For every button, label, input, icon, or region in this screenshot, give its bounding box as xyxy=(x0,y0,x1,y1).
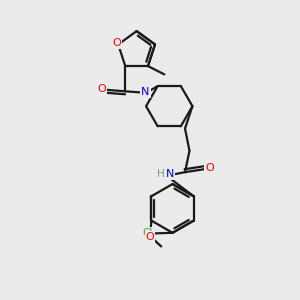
Text: O: O xyxy=(112,38,121,48)
Text: O: O xyxy=(97,84,106,94)
Text: H: H xyxy=(158,169,165,179)
Text: N: N xyxy=(141,87,150,97)
Text: O: O xyxy=(205,163,214,173)
Text: N: N xyxy=(166,169,174,179)
Text: O: O xyxy=(146,232,154,242)
Text: Cl: Cl xyxy=(142,228,153,238)
